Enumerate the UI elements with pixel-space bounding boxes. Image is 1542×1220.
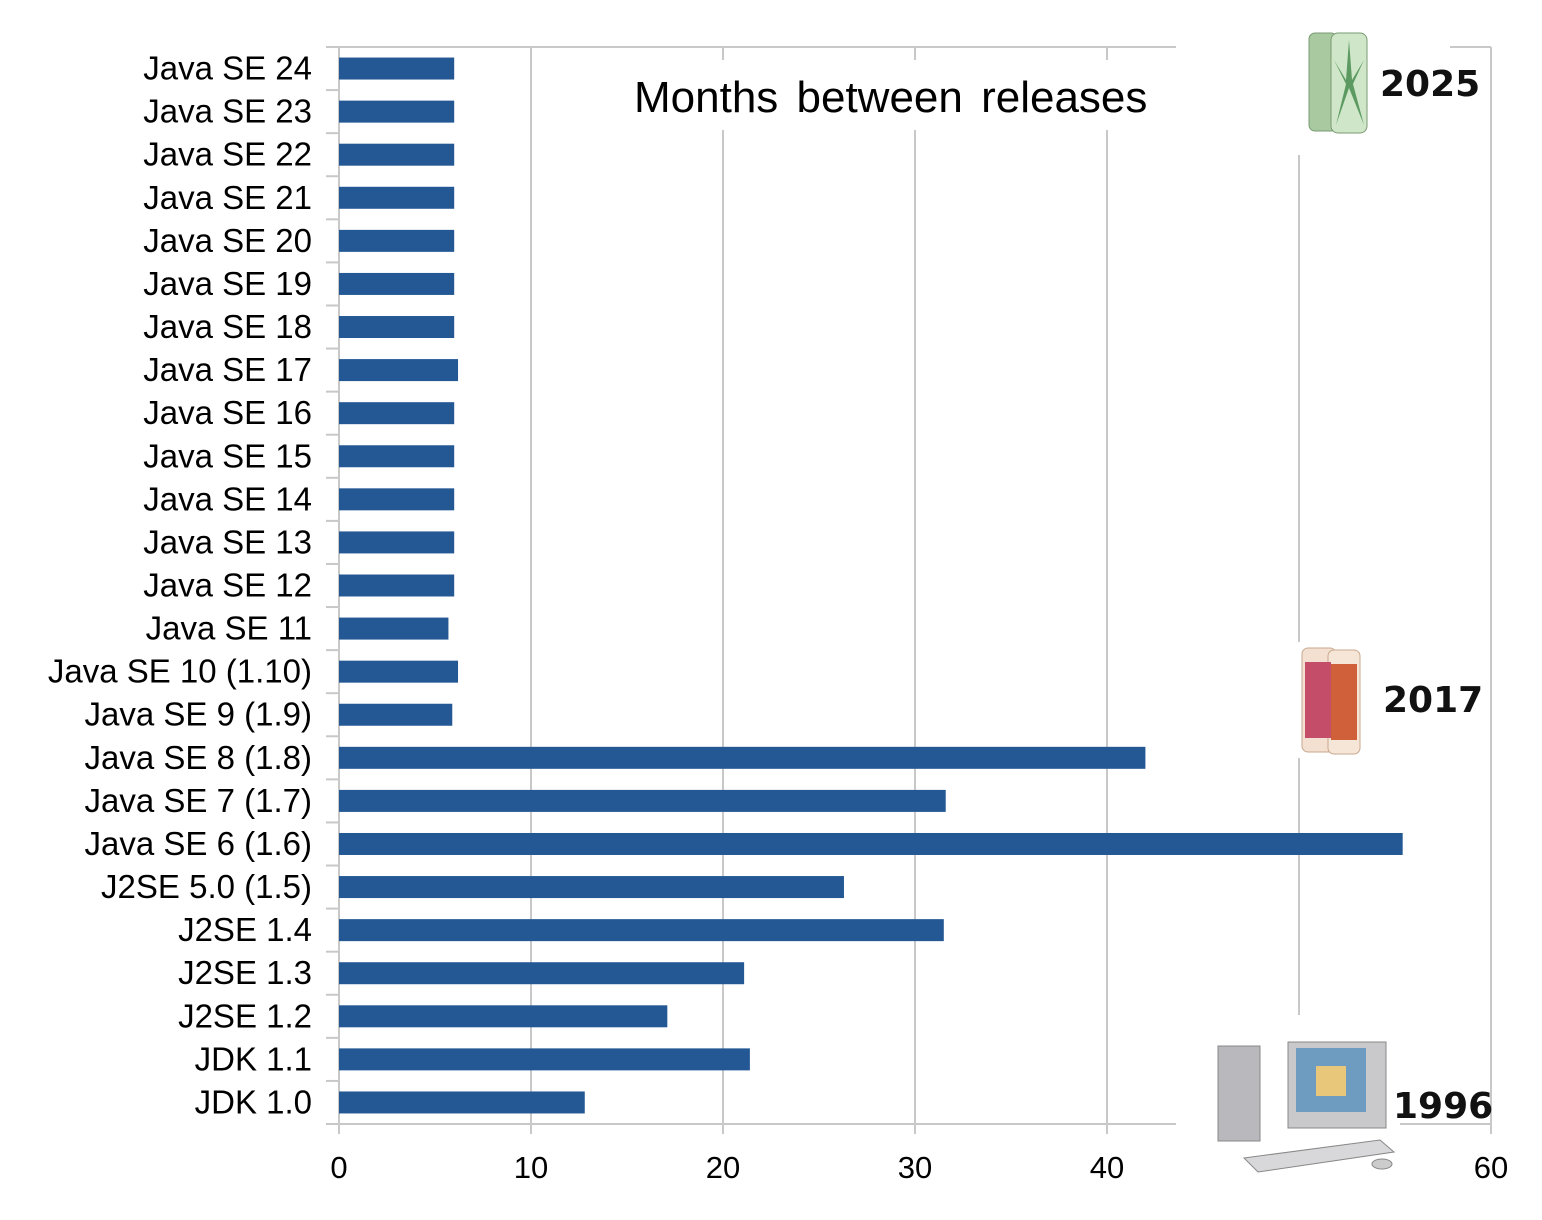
category-label: J2SE 5.0 (1.5) [101, 868, 312, 905]
category-label: Java SE 8 (1.8) [85, 739, 312, 776]
category-label: J2SE 1.2 [178, 997, 312, 1034]
x-tick-label: 30 [898, 1150, 932, 1185]
annotation-year: 1996 [1393, 1086, 1493, 1127]
category-label: Java SE 17 [143, 351, 312, 388]
category-label: J2SE 1.3 [178, 954, 312, 991]
category-label: Java SE 18 [143, 308, 312, 345]
keyboard-icon [1242, 1139, 1396, 1173]
bar [339, 445, 455, 468]
bar [339, 746, 1146, 769]
category-label: Java SE 21 [143, 179, 312, 216]
x-tick-label: 40 [1090, 1150, 1124, 1185]
category-label: J2SE 1.4 [178, 911, 312, 948]
bar [339, 316, 455, 339]
bar [339, 574, 455, 597]
bar [339, 488, 455, 511]
x-tick-label: 60 [1474, 1150, 1508, 1185]
computer-tower-icon [1217, 1045, 1261, 1142]
category-label: Java SE 23 [143, 93, 312, 130]
category-label: Java SE 9 (1.9) [85, 696, 312, 733]
annotation-year: 2025 [1380, 64, 1480, 105]
category-label: Java SE 16 [143, 394, 312, 431]
bar [339, 1091, 585, 1114]
phone-wallpaper-icon [1334, 40, 1364, 125]
category-label: Java SE 10 (1.10) [48, 653, 312, 690]
bar [339, 1048, 750, 1071]
mouse-icon [1371, 1158, 1393, 1170]
annotation-year: 2017 [1383, 680, 1483, 721]
bar [339, 962, 745, 985]
bar [339, 143, 455, 166]
category-label: Java SE 6 (1.6) [85, 825, 312, 862]
category-label: JDK 1.1 [195, 1040, 312, 1077]
x-tick-label: 20 [706, 1150, 740, 1185]
monitor-screen-icon [1316, 1066, 1346, 1096]
bar [339, 919, 944, 942]
category-label: Java SE 22 [143, 136, 312, 173]
phone-screen-icon [1331, 664, 1357, 740]
bar [339, 1005, 668, 1028]
bar [339, 186, 455, 209]
bar [339, 100, 455, 123]
bar [339, 531, 455, 554]
category-label: Java SE 15 [143, 437, 312, 474]
bar [339, 57, 455, 80]
phone-screen-icon [1305, 662, 1331, 738]
bar [339, 660, 459, 683]
bar [339, 832, 1403, 855]
category-label: Java SE 19 [143, 265, 312, 302]
bar [339, 272, 455, 295]
bar [339, 402, 455, 425]
category-label: Java SE 14 [143, 480, 312, 517]
bar [339, 617, 449, 640]
x-tick-label: 10 [514, 1150, 548, 1185]
bar [339, 359, 459, 382]
bar [339, 876, 844, 899]
bar [339, 703, 453, 726]
category-label: Java SE 11 [146, 610, 312, 647]
category-label: Java SE 7 (1.7) [85, 782, 312, 819]
category-label: Java SE 12 [143, 567, 312, 604]
x-tick-label: 0 [330, 1150, 347, 1185]
title-background [620, 60, 1180, 130]
category-label: JDK 1.0 [195, 1083, 312, 1120]
chart-title: Months between releases [634, 73, 1147, 122]
bar [339, 229, 455, 252]
bar [339, 789, 946, 812]
category-label: Java SE 13 [143, 523, 312, 560]
category-label: Java SE 24 [143, 50, 312, 87]
category-label: Java SE 20 [143, 222, 312, 259]
